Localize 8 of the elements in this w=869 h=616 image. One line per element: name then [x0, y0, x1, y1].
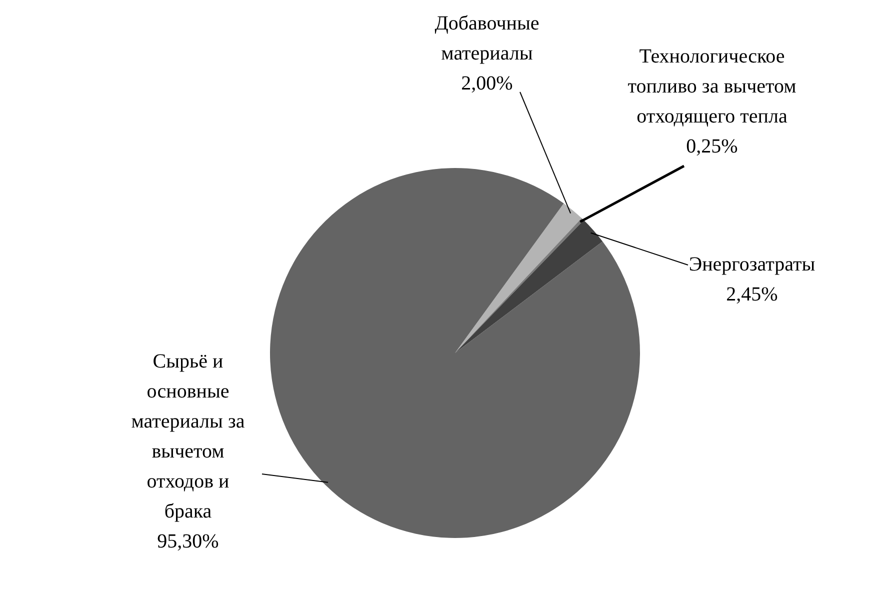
- data-label: 0,25%: [686, 135, 738, 158]
- slice-label: Добавочные материалы: [434, 12, 540, 64]
- slice-label: Сырьё и основные материалы за вычетом отходов и брака: [131, 350, 245, 522]
- slice-label: Энергозатраты: [688, 253, 816, 276]
- data-label: 2,45%: [726, 283, 778, 306]
- slice-label: Технологическое топливо за вычетом отходящего тепла: [628, 45, 797, 128]
- data-label: 95,30%: [157, 530, 219, 552]
- data-label: 2,00%: [461, 72, 513, 94]
